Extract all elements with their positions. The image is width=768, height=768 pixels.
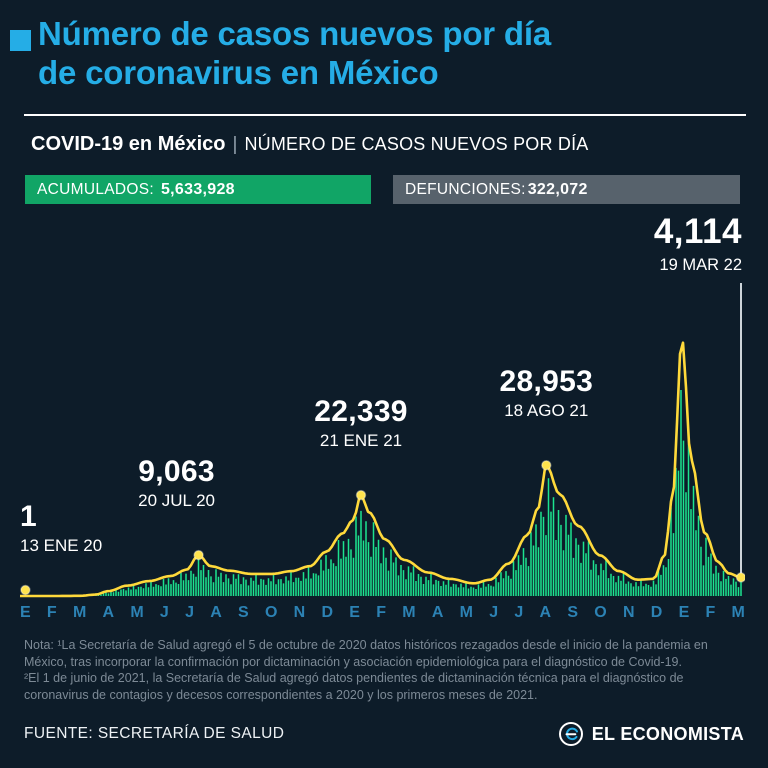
peak-date: 20 JUL 20 (138, 491, 215, 511)
latest-date: 19 MAR 22 (659, 256, 742, 274)
peak-dot (541, 459, 552, 471)
peak-value: 22,339 (314, 395, 408, 429)
x-axis-label: S (238, 604, 249, 621)
stat-defunciones-label: DEFUNCIONES: (405, 180, 526, 198)
x-axis-label: S (567, 604, 579, 621)
header-divider (24, 114, 746, 116)
trend-line (20, 341, 743, 598)
x-axis-label: J (489, 604, 499, 621)
subheader-title: COVID-19 en México (31, 133, 226, 155)
peak-value: 28,953 (499, 365, 594, 399)
x-axis-label: E (678, 604, 690, 621)
peak-dot (355, 489, 367, 501)
footer: FUENTE: SECRETARÍA DE SALUD EL ECONOMIST… (24, 719, 744, 749)
x-axis-label: E (20, 604, 31, 621)
peak-value: 9,063 (138, 455, 215, 489)
x-axis-label: F (705, 604, 716, 621)
source-credit: FUENTE: SECRETARÍA DE SALUD (24, 725, 285, 742)
page-title: Número de casos nuevos por día de corona… (38, 14, 551, 92)
footnote: Nota: ¹La Secretaría de Salud agregó el … (24, 638, 708, 702)
latest-annotation-connector-line (740, 283, 742, 577)
x-axis-label: J (514, 604, 524, 621)
latest-value: 4,114 (653, 212, 742, 251)
x-axis-label: E (349, 604, 360, 621)
peak-annotation: 9,063 20 JUL 20 (138, 456, 215, 511)
subheader-separator: | (232, 134, 238, 155)
subheader-subtitle: NÚMERO DE CASOS NUEVOS POR DÍA (244, 134, 589, 154)
el-economista-logo-icon (558, 722, 583, 746)
peak-annotation: 22,339 21 ENE 21 (314, 396, 408, 451)
x-axis-label: O (264, 604, 278, 621)
latest-value-annotation: 4,114 19 MAR 22 (654, 214, 742, 275)
page-title-line1: Número de casos nuevos por día (38, 15, 551, 52)
stat-acumulados-value: 5,633,928 (160, 180, 235, 198)
x-axis-label: D (650, 604, 663, 621)
x-axis-label: M (731, 604, 745, 621)
x-axis-label: A (539, 604, 552, 621)
x-axis-label: M (72, 604, 87, 621)
peak-dot (20, 584, 31, 596)
x-axis-label: A (431, 604, 444, 621)
x-axis-label: N (622, 604, 635, 621)
peak-date: 18 AGO 21 (504, 401, 589, 421)
stat-defunciones-value: 322,072 (527, 180, 588, 198)
peak-date: 13 ENE 20 (20, 536, 103, 555)
daily-cases-chart: 1 13 ENE 20 9,063 20 JUL 20 22,339 21 ENE 21 2… (20, 298, 745, 598)
x-axis-label: J (185, 604, 194, 621)
peak-annotation: 28,953 18 AGO 21 (500, 366, 594, 421)
x-axis-label: M (402, 604, 416, 621)
peak-annotation: 1 13 ENE 20 (20, 501, 102, 556)
x-axis-label: M (130, 604, 144, 621)
peak-dot (735, 572, 745, 583)
x-axis-label: F (376, 604, 386, 621)
chart-subheader: COVID-19 en México | NÚMERO DE CASOS NUEVO… (31, 133, 589, 156)
brand-name: EL ECONOMISTA (591, 723, 744, 744)
x-axis-label: N (293, 604, 306, 621)
x-axis-label: M (459, 604, 473, 621)
peak-dot (193, 549, 204, 561)
x-axis-label: D (321, 604, 334, 621)
x-axis-label: J (159, 604, 169, 621)
stat-acumulados-label: ACUMULADOS: (37, 180, 154, 198)
peak-value: 1 (20, 500, 37, 533)
x-axis-label: A (210, 604, 222, 621)
x-axis-label: F (46, 604, 57, 621)
stat-pill-acumulados: ACUMULADOS: 5,633,928 (25, 175, 371, 204)
x-axis-label: O (594, 604, 607, 621)
brand-lockup: EL ECONOMISTA (558, 721, 744, 747)
chart-canvas (20, 341, 745, 598)
stat-pill-defunciones: DEFUNCIONES: 322,072 (393, 175, 740, 204)
page-title-line2: de coronavirus en México (38, 54, 439, 91)
peak-date: 21 ENE 21 (319, 431, 403, 451)
x-axis-label: A (102, 604, 115, 621)
title-bullet-square (10, 30, 31, 51)
